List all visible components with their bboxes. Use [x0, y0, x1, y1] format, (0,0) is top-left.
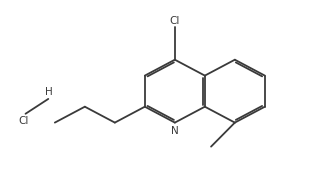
Text: Cl: Cl	[170, 16, 180, 26]
Text: H: H	[45, 87, 53, 97]
Text: Cl: Cl	[18, 116, 29, 126]
Text: N: N	[171, 126, 179, 136]
